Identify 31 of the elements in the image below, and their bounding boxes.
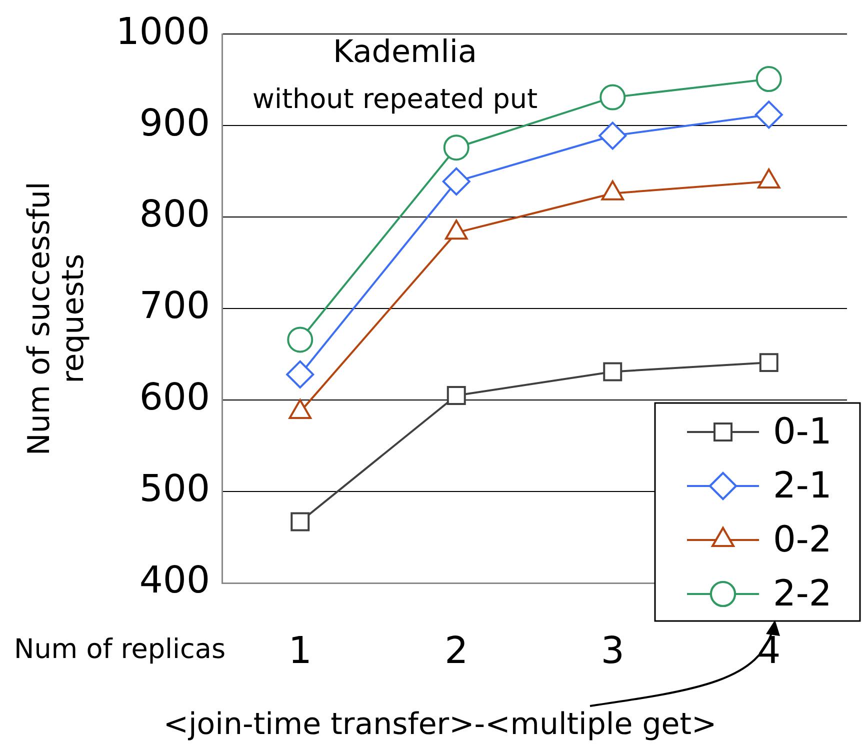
point (754, 100, 783, 129)
point (759, 353, 778, 372)
x-axis-title: Num of replicas (14, 634, 226, 666)
y-axis-title: Num of successful requests (22, 182, 91, 456)
y-tick-label: 500 (139, 467, 210, 510)
legend-label: 0-2 (773, 519, 832, 560)
y-tick-label: 900 (139, 101, 210, 144)
point (443, 134, 470, 161)
chart-title: Kademlia (333, 34, 477, 70)
point (598, 122, 627, 150)
x-tick-label: 3 (600, 628, 624, 672)
point (603, 362, 622, 382)
legend-label: 2-2 (773, 573, 832, 614)
point (442, 167, 470, 196)
y-tick-label: 400 (139, 558, 210, 602)
point (290, 512, 310, 532)
text: <join-time transfer>-<multiple get> (163, 706, 717, 742)
legend-label: 0-1 (773, 411, 832, 452)
x-tick-label: 2 (444, 628, 468, 672)
point (286, 360, 314, 388)
y-tick-label: 600 (139, 376, 210, 419)
y-tick-label: 1000 (116, 10, 210, 53)
y-tick-label: 700 (139, 284, 210, 328)
point (600, 84, 626, 110)
x-tick-label: 1 (288, 628, 312, 672)
y-tick-label: 800 (139, 192, 210, 236)
legend-label: 2-1 (773, 465, 832, 506)
point (756, 66, 782, 92)
text: without repeated put (252, 84, 538, 116)
point (446, 386, 466, 405)
point (287, 326, 314, 353)
